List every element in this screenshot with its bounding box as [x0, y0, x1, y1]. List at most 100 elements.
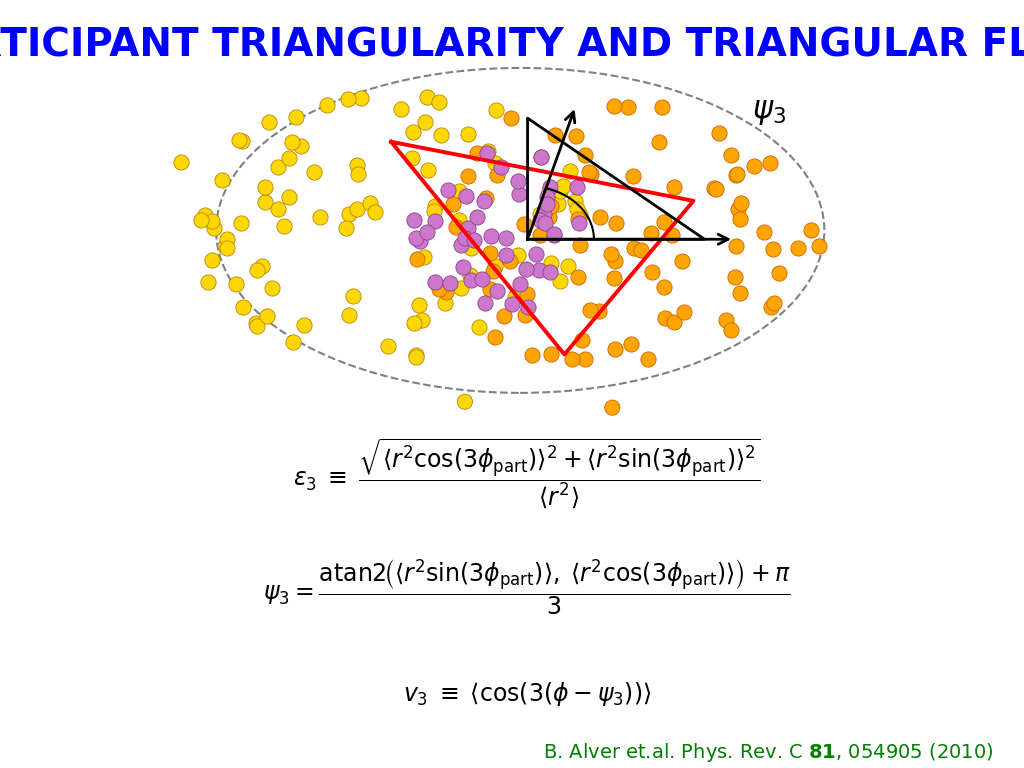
Point — [249, 320, 265, 333]
Point — [460, 127, 476, 140]
Point — [723, 324, 739, 336]
Point — [731, 287, 748, 300]
Point — [564, 353, 581, 365]
Point — [469, 211, 485, 223]
Point — [527, 248, 544, 260]
Point — [532, 230, 549, 242]
Point — [543, 257, 559, 270]
Text: $\varepsilon_3 \;\equiv\; \dfrac{\sqrt{\langle r^2 \cos(3\phi_{\rm part})\rangle: $\varepsilon_3 \;\equiv\; \dfrac{\sqrt{\… — [294, 436, 761, 510]
Point — [426, 276, 442, 289]
Point — [206, 222, 222, 234]
Point — [711, 127, 727, 139]
Point — [404, 125, 421, 137]
Point — [469, 147, 485, 159]
Point — [620, 101, 636, 113]
Point — [531, 208, 548, 220]
Point — [341, 310, 357, 322]
Point — [234, 135, 251, 147]
Point — [674, 255, 690, 267]
Point — [439, 184, 456, 197]
Point — [409, 349, 425, 362]
Point — [539, 190, 555, 203]
Point — [541, 210, 557, 223]
Point — [338, 222, 354, 234]
Point — [542, 185, 558, 197]
Point — [404, 151, 421, 164]
Point — [204, 214, 220, 227]
Point — [431, 283, 447, 296]
Point — [234, 300, 251, 313]
Point — [728, 169, 744, 181]
Point — [604, 402, 621, 414]
Point — [723, 149, 739, 161]
Point — [417, 115, 433, 127]
Point — [543, 348, 559, 360]
Point — [478, 192, 495, 204]
Point — [457, 232, 473, 244]
Point — [486, 260, 503, 272]
Point — [746, 160, 763, 172]
Point — [473, 273, 489, 285]
Point — [536, 208, 552, 220]
Point — [666, 316, 682, 329]
Point — [762, 157, 778, 169]
Point — [603, 247, 620, 260]
Point — [306, 166, 323, 178]
Point — [552, 185, 568, 197]
Point — [727, 271, 743, 283]
Point — [559, 260, 575, 272]
Point — [732, 197, 749, 209]
Point — [623, 338, 639, 350]
Point — [227, 278, 244, 290]
Point — [566, 195, 583, 207]
Point — [432, 129, 449, 141]
Point — [520, 301, 537, 313]
Point — [254, 260, 270, 273]
Point — [482, 230, 499, 242]
Point — [534, 151, 550, 164]
Point — [606, 343, 623, 355]
Point — [730, 203, 746, 215]
Point — [380, 339, 396, 352]
Point — [281, 190, 297, 203]
Point — [507, 291, 523, 303]
Point — [572, 210, 589, 222]
Point — [173, 156, 189, 168]
Point — [257, 197, 273, 209]
Point — [407, 317, 423, 329]
Point — [480, 144, 497, 157]
Point — [444, 198, 461, 210]
Point — [676, 306, 692, 319]
Point — [653, 101, 670, 113]
Point — [487, 104, 504, 116]
Point — [353, 92, 370, 104]
Point — [488, 169, 505, 181]
Point — [707, 181, 723, 194]
Point — [518, 263, 535, 275]
Point — [200, 276, 216, 288]
Point — [546, 228, 562, 240]
Point — [269, 161, 286, 173]
Point — [655, 281, 672, 293]
Point — [460, 170, 476, 182]
Point — [462, 269, 478, 281]
Point — [765, 243, 781, 255]
Point — [411, 299, 427, 311]
Point — [538, 217, 554, 230]
Point — [393, 103, 410, 115]
Point — [625, 170, 641, 182]
Point — [569, 214, 586, 226]
Point — [349, 158, 366, 170]
Point — [219, 242, 236, 254]
Point — [643, 266, 659, 278]
Point — [606, 255, 623, 267]
Point — [502, 255, 518, 267]
Point — [790, 242, 806, 254]
Point — [269, 204, 286, 216]
Point — [732, 213, 749, 225]
Point — [666, 180, 682, 193]
Point — [567, 130, 584, 142]
Point — [442, 277, 459, 290]
Point — [516, 310, 532, 322]
Point — [543, 180, 559, 193]
